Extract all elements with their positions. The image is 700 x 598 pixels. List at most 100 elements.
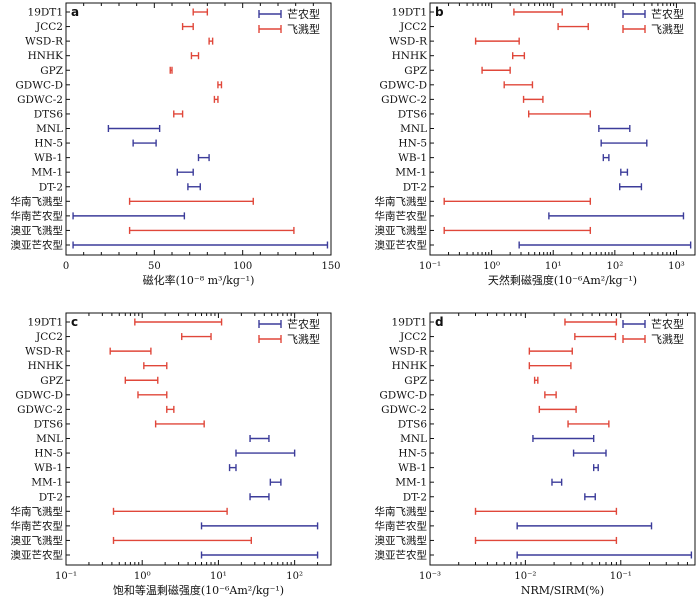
range-bar [528,362,572,370]
range-bar [516,522,653,530]
y-tick-label: DTS6 [398,418,428,430]
y-tick-label: WSD-R [25,36,64,48]
range-bar [557,23,589,31]
range-bar [619,183,643,191]
y-tick-label: GDWC-2 [381,94,427,106]
range-bar [584,493,596,501]
x-tick-label: 100 [233,261,252,272]
panel-b: b 10⁻¹ 10⁰ 10¹ 10² 10³ 天然剩磁强度(10⁻⁶Am²/kg⁻¹) 19D… [375,2,696,287]
y-tick-label: WB-1 [34,462,63,474]
range-bar [532,435,595,442]
y-tick-label: WB-1 [398,152,427,164]
range-bar [522,95,544,103]
y-tick-label: GPZ [404,65,427,77]
y-tick-label: JCC2 [35,331,63,343]
y-tick-label: 19DT1 [392,7,427,19]
range-bar [181,333,212,341]
legend-label: 飞溅型 [287,332,320,346]
range-bar [190,52,200,60]
range-bar [137,391,168,399]
range-bar [528,347,573,355]
range-bar [112,536,253,544]
y-tick-label: WSD-R [389,36,428,48]
y-tick-label: DT-2 [403,181,427,193]
y-tick-label: HN-5 [398,448,427,460]
panel-letter: b [435,5,444,19]
range-bar [173,110,184,118]
legend-label: 芒农型 [651,317,684,331]
y-tick-label: GPZ [40,375,63,387]
y-tick-label: 华南飞溅型 [11,195,64,208]
range-bar [503,81,534,89]
x-tick-label: 10¹ [545,261,562,272]
range-bar [192,8,209,16]
y-tick-label: HN-5 [398,138,427,150]
x-tick-label: 10⁻¹ [55,571,77,582]
y-tick-label: HN-5 [34,448,63,460]
range-bar [474,536,618,544]
range-bar [109,347,152,355]
x-axis-label: NRM/SIRM(%) [521,584,604,597]
y-tick-label: 澳亚飞溅型 [375,224,428,237]
y-tick-label: MNL [36,433,63,445]
x-tick-label: 10⁰ [483,261,500,272]
panel-letter: c [71,315,78,329]
y-tick-label: HNHK [28,50,64,62]
range-bar [166,405,175,413]
legend-label: 飞溅型 [651,22,684,36]
y-tick-label: MM-1 [395,477,427,489]
legend-label: 芒农型 [287,317,320,331]
range-bar [548,212,685,220]
y-tick-label: 19DT1 [392,317,427,329]
y-tick-label: HNHK [392,50,428,62]
y-tick-label: GDWC-D [379,79,427,91]
y-tick-label: 澳亚芒农型 [375,239,428,252]
range-bar [187,183,201,191]
range-bar [518,241,692,249]
range-bar [197,154,210,162]
y-tick-label: WB-1 [34,152,63,164]
y-tick-label: MNL [400,123,427,135]
y-tick-label: MM-1 [395,167,427,179]
y-tick-label: GDWC-D [15,389,63,401]
range-bar [200,522,319,530]
range-bar [602,154,610,162]
range-bar [572,449,607,457]
y-tick-label: DT-2 [403,491,427,503]
y-tick-label: GDWC-2 [381,404,427,416]
range-bar [481,66,511,74]
y-tick-label: 华南芒农型 [375,209,428,222]
x-tick-label: 50 [148,261,161,272]
y-tick-label: GDWC-D [15,79,63,91]
y-tick-label: 华南芒农型 [375,519,428,532]
y-tick-label: JCC2 [399,21,427,33]
range-bar [567,420,610,428]
x-tick-label: 10³ [668,261,685,272]
y-tick-label: DTS6 [34,108,64,120]
y-tick-label: GPZ [404,375,427,387]
x-tick-label: 10² [606,261,623,272]
y-tick-label: GDWC-2 [17,404,63,416]
range-bar [474,37,520,45]
y-tick-label: 华南飞溅型 [375,195,428,208]
range-bar [574,333,617,341]
y-tick-label: DTS6 [398,108,428,120]
plot-frame [65,312,332,566]
range-bar [143,362,168,370]
range-bar [124,376,159,384]
range-bar [235,449,296,457]
range-bar [620,168,629,176]
panel-letter: a [71,5,79,19]
y-tick-label: WSD-R [25,346,64,358]
y-tick-label: 澳亚飞溅型 [11,224,64,237]
y-tick-label: HNHK [392,360,428,372]
y-tick-label: 澳亚芒农型 [11,549,64,562]
y-tick-label: HNHK [28,360,64,372]
x-tick-label: 10⁻¹ [610,571,632,582]
range-bar [544,391,557,399]
y-tick-label: GPZ [40,65,63,77]
range-bar [208,37,214,45]
y-tick-label: GDWC-D [379,389,427,401]
